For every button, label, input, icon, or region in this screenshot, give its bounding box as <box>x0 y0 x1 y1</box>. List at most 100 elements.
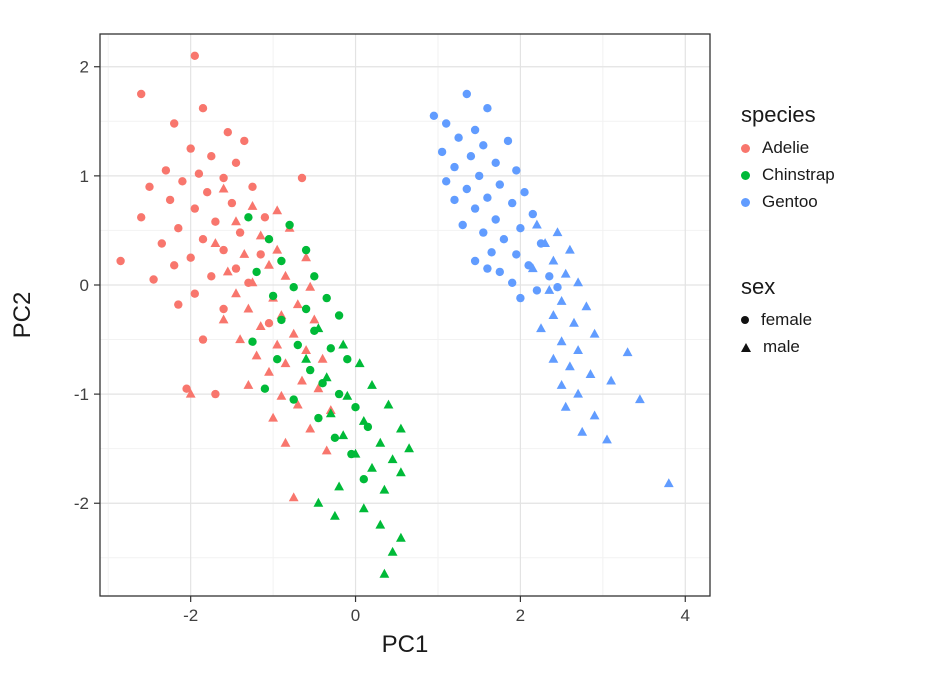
data-point-gentoo-female[interactable] <box>479 141 488 150</box>
data-point-adelie-female[interactable] <box>264 319 274 328</box>
data-point-gentoo-male[interactable] <box>581 301 592 311</box>
data-point-gentoo-male[interactable] <box>635 394 645 404</box>
data-point-gentoo-male[interactable] <box>540 238 550 247</box>
data-point-adelie-male[interactable] <box>235 334 245 344</box>
data-point-gentoo-male[interactable] <box>556 380 567 389</box>
data-point-chinstrap-female[interactable] <box>252 267 261 277</box>
data-point-gentoo-female[interactable] <box>479 228 488 237</box>
data-point-gentoo-male[interactable] <box>577 426 588 436</box>
data-point-gentoo-male[interactable] <box>573 345 583 354</box>
data-point-chinstrap-female[interactable] <box>285 220 294 230</box>
data-point-chinstrap-male[interactable] <box>358 503 369 513</box>
data-point-adelie-male[interactable] <box>276 390 287 400</box>
data-point-gentoo-female[interactable] <box>454 133 463 142</box>
data-point-gentoo-female[interactable] <box>470 204 480 213</box>
data-point-chinstrap-male[interactable] <box>367 462 377 472</box>
data-point-adelie-male[interactable] <box>301 345 311 354</box>
data-point-chinstrap-female[interactable] <box>306 365 315 375</box>
data-point-adelie-male[interactable] <box>288 492 299 502</box>
data-point-chinstrap-female[interactable] <box>301 245 311 255</box>
data-point-gentoo-male[interactable] <box>573 277 583 287</box>
data-point-gentoo-male[interactable] <box>560 401 571 411</box>
data-point-gentoo-male[interactable] <box>602 434 612 444</box>
legend-item-chinstrap[interactable]: Chinstrap <box>741 165 928 185</box>
data-point-adelie-female[interactable] <box>165 195 175 205</box>
data-point-adelie-female[interactable] <box>170 261 179 270</box>
data-point-chinstrap-female[interactable] <box>334 311 344 320</box>
data-point-chinstrap-female[interactable] <box>260 384 270 393</box>
data-point-adelie-female[interactable] <box>297 173 307 183</box>
data-point-gentoo-male[interactable] <box>532 219 542 229</box>
data-point-adelie-male[interactable] <box>292 299 303 309</box>
data-point-gentoo-male[interactable] <box>606 375 616 385</box>
data-point-chinstrap-male[interactable] <box>342 390 353 400</box>
data-point-adelie-female[interactable] <box>186 253 195 262</box>
data-point-adelie-female[interactable] <box>157 239 166 248</box>
data-point-chinstrap-male[interactable] <box>387 546 398 556</box>
data-point-chinstrap-female[interactable] <box>293 340 302 350</box>
data-point-gentoo-male[interactable] <box>573 388 583 398</box>
data-point-adelie-male[interactable] <box>272 205 283 215</box>
data-point-gentoo-female[interactable] <box>483 193 492 202</box>
legend-item-gentoo[interactable]: Gentoo <box>741 192 928 212</box>
data-point-chinstrap-female[interactable] <box>268 291 278 301</box>
data-point-adelie-male[interactable] <box>231 216 241 226</box>
data-point-gentoo-female[interactable] <box>470 125 480 135</box>
data-point-chinstrap-female[interactable] <box>244 213 253 222</box>
data-point-adelie-female[interactable] <box>219 304 228 314</box>
data-point-adelie-female[interactable] <box>137 89 146 99</box>
data-point-chinstrap-male[interactable] <box>379 568 390 578</box>
data-point-adelie-male[interactable] <box>239 249 250 258</box>
data-point-adelie-female[interactable] <box>149 275 158 284</box>
data-point-gentoo-female[interactable] <box>491 215 500 224</box>
legend-item-adelie[interactable]: Adelie <box>741 138 928 158</box>
data-point-chinstrap-male[interactable] <box>379 484 390 494</box>
data-point-chinstrap-female[interactable] <box>314 413 323 423</box>
data-point-adelie-female[interactable] <box>190 289 199 298</box>
data-point-gentoo-female[interactable] <box>475 171 484 181</box>
data-point-chinstrap-male[interactable] <box>367 380 377 389</box>
data-point-adelie-female[interactable] <box>182 384 191 393</box>
data-point-adelie-male[interactable] <box>309 314 320 324</box>
data-point-gentoo-male[interactable] <box>569 317 579 327</box>
data-point-gentoo-female[interactable] <box>437 147 447 157</box>
data-point-adelie-female[interactable] <box>174 300 183 309</box>
data-point-gentoo-male[interactable] <box>622 347 633 357</box>
data-point-adelie-female[interactable] <box>248 182 257 191</box>
data-point-chinstrap-female[interactable] <box>359 475 368 484</box>
data-point-adelie-male[interactable] <box>297 375 307 385</box>
data-point-adelie-male[interactable] <box>280 270 291 280</box>
data-point-adelie-female[interactable] <box>161 166 171 175</box>
data-point-chinstrap-male[interactable] <box>358 416 369 425</box>
data-point-adelie-female[interactable] <box>227 198 237 208</box>
data-point-gentoo-male[interactable] <box>556 296 567 305</box>
data-point-adelie-male[interactable] <box>210 238 221 247</box>
data-point-chinstrap-female[interactable] <box>322 293 331 303</box>
data-point-gentoo-female[interactable] <box>545 272 554 281</box>
data-point-chinstrap-female[interactable] <box>248 337 257 346</box>
data-point-gentoo-male[interactable] <box>556 336 567 346</box>
data-point-gentoo-female[interactable] <box>442 119 451 128</box>
data-point-adelie-female[interactable] <box>231 264 241 273</box>
data-point-gentoo-male[interactable] <box>589 410 600 420</box>
data-point-adelie-female[interactable] <box>235 228 245 237</box>
data-point-chinstrap-female[interactable] <box>330 433 340 442</box>
data-point-gentoo-male[interactable] <box>589 328 600 338</box>
data-point-adelie-female[interactable] <box>211 217 220 226</box>
data-point-chinstrap-male[interactable] <box>383 399 394 409</box>
data-point-adelie-female[interactable] <box>211 389 220 399</box>
data-point-gentoo-female[interactable] <box>483 104 492 113</box>
data-point-adelie-female[interactable] <box>219 173 228 183</box>
data-point-gentoo-female[interactable] <box>491 158 500 167</box>
data-point-gentoo-female[interactable] <box>516 224 525 233</box>
data-point-adelie-female[interactable] <box>207 152 216 161</box>
data-point-chinstrap-male[interactable] <box>313 323 324 333</box>
data-point-chinstrap-female[interactable] <box>343 355 352 364</box>
data-point-gentoo-female[interactable] <box>508 278 517 287</box>
data-point-adelie-male[interactable] <box>288 328 299 338</box>
data-point-adelie-male[interactable] <box>255 321 266 330</box>
data-point-gentoo-female[interactable] <box>516 293 525 303</box>
data-point-chinstrap-male[interactable] <box>334 481 344 491</box>
data-point-chinstrap-female[interactable] <box>326 344 335 353</box>
data-point-gentoo-female[interactable] <box>458 220 467 230</box>
